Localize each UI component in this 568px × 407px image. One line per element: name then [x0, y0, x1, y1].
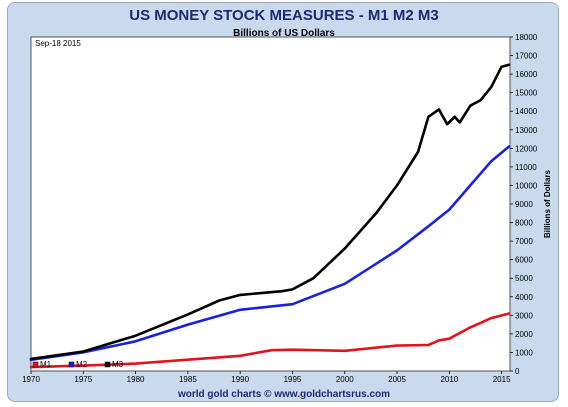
x-tick-label: 1995 [284, 375, 302, 384]
plot-area [31, 37, 510, 371]
legend-swatch-m3 [105, 362, 110, 367]
y-tick-label: 7000 [515, 237, 533, 246]
x-tick-label: 2015 [493, 375, 511, 384]
y-tick-label: 5000 [515, 274, 533, 283]
y-tick-label: 9000 [515, 200, 533, 209]
x-tick-label: 2005 [388, 375, 406, 384]
y-tick-label: 12000 [515, 144, 538, 153]
y-axis: 0 1000 2000 3000 4000 5000 6000 7000 8000 9000 100… [510, 33, 538, 376]
date-label: Sep-18 2015 [35, 39, 81, 48]
x-tick-label: 1975 [74, 375, 92, 384]
x-tick-label: 1980 [127, 375, 145, 384]
y-tick-label: 6000 [515, 256, 533, 265]
x-axis: 1970 1975 1980 1985 1990 1995 2000 2005 2010 2015 [22, 371, 511, 384]
y-tick-label: 17000 [515, 52, 538, 61]
y-tick-label: 0 [515, 367, 520, 376]
y-tick-label: 8000 [515, 219, 533, 228]
y-tick-label: 15000 [515, 89, 538, 98]
y-tick-label: 3000 [515, 311, 533, 320]
x-tick-label: 2000 [336, 375, 354, 384]
x-tick-label: 1985 [179, 375, 197, 384]
y-tick-label: 13000 [515, 126, 538, 135]
y-tick-label: 10000 [515, 181, 538, 190]
legend-swatch-m2 [69, 362, 74, 367]
x-tick-label: 2010 [440, 375, 458, 384]
y-tick-label: 18000 [515, 33, 538, 42]
legend-label-m3: M3 [112, 360, 124, 369]
y-tick-label: 14000 [515, 107, 538, 116]
y-tick-label: 4000 [515, 293, 533, 302]
y-tick-label: 1000 [515, 348, 533, 357]
y-tick-label: 11000 [515, 163, 537, 172]
x-tick-label: 1970 [22, 375, 40, 384]
legend-label-m1: M1 [40, 360, 52, 369]
y-tick-label: 2000 [515, 330, 533, 339]
legend-swatch-m1 [33, 362, 38, 367]
y-tick-label: 16000 [515, 70, 538, 79]
y-axis-label: Billions of Dollars [543, 169, 552, 238]
x-tick-label: 1990 [231, 375, 249, 384]
legend-label-m2: M2 [76, 360, 88, 369]
